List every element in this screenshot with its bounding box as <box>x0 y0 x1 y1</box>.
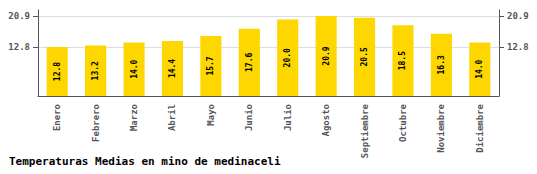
svg-text:12.8: 12.8 <box>8 42 30 52</box>
svg-text:12.8: 12.8 <box>507 42 529 52</box>
svg-text:Octubre: Octubre <box>398 103 408 142</box>
svg-text:14.0: 14.0 <box>130 59 139 78</box>
svg-text:16.3: 16.3 <box>437 55 446 74</box>
svg-text:17.6: 17.6 <box>245 53 254 72</box>
svg-text:20.5: 20.5 <box>360 47 369 66</box>
svg-text:Diciembre: Diciembre <box>475 103 485 152</box>
svg-text:20.9: 20.9 <box>8 11 30 21</box>
svg-text:20.9: 20.9 <box>507 11 529 21</box>
svg-text:Agosto: Agosto <box>321 104 331 137</box>
svg-text:12.8: 12.8 <box>53 62 62 81</box>
svg-text:20.9: 20.9 <box>322 46 331 65</box>
svg-text:15.7: 15.7 <box>206 56 215 75</box>
svg-text:Febrero: Febrero <box>91 104 101 142</box>
svg-text:Julio: Julio <box>283 104 293 131</box>
svg-text:20.0: 20.0 <box>283 48 292 67</box>
svg-text:Abril: Abril <box>167 104 177 131</box>
svg-text:Junio: Junio <box>244 104 254 131</box>
svg-text:Temperaturas Medias en mino de: Temperaturas Medias en mino de medinacel… <box>9 155 281 168</box>
svg-text:14.0: 14.0 <box>475 59 484 78</box>
svg-text:Noviembre: Noviembre <box>436 103 446 152</box>
svg-text:14.4: 14.4 <box>168 59 177 78</box>
svg-text:13.2: 13.2 <box>91 61 100 80</box>
svg-text:Septiembre: Septiembre <box>360 103 370 158</box>
svg-text:Mayo: Mayo <box>206 104 216 126</box>
svg-text:Enero: Enero <box>52 104 62 131</box>
svg-text:Marzo: Marzo <box>129 104 139 131</box>
svg-text:18.5: 18.5 <box>398 51 407 70</box>
